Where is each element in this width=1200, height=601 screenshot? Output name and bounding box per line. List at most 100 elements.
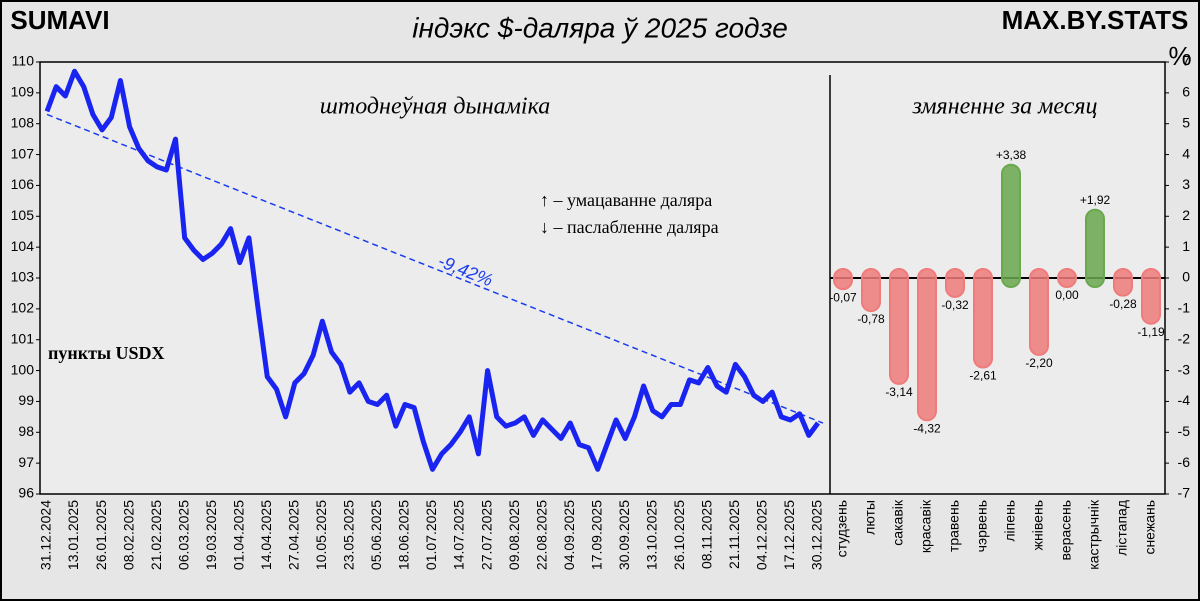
y-tick-label: 97 — [18, 454, 34, 470]
x-tick-label: ліпень — [1002, 500, 1018, 542]
x-tick-label: верасень — [1058, 500, 1074, 560]
y-tick-label: 96 — [18, 485, 34, 501]
logo-right: MAX.BY.STATS — [1002, 5, 1189, 35]
value-label: -0,78 — [857, 312, 885, 326]
bar — [889, 268, 909, 385]
x-tick-label: 14.07.2025 — [451, 500, 467, 570]
x-tick-label: лістапад — [1114, 500, 1130, 556]
y-axis-label: % — [1168, 41, 1191, 71]
x-tick-label: люты — [862, 500, 878, 535]
x-tick-label: 01.04.2025 — [230, 500, 246, 570]
x-tick-label: 21.02.2025 — [148, 500, 164, 570]
x-tick-label: 31.12.2024 — [38, 500, 54, 570]
x-tick-label: 05.06.2025 — [368, 500, 384, 570]
page-title: індэкс $-даляра ў 2025 годзе — [412, 12, 788, 43]
x-tick-label: 30.12.2025 — [809, 500, 825, 570]
y-axis-label: пункты USDX — [48, 343, 165, 363]
value-label: +3,38 — [996, 148, 1027, 162]
x-tick-label: 19.03.2025 — [203, 500, 219, 570]
y-tick-label: -4 — [1178, 392, 1191, 408]
y-tick-label: -3 — [1178, 361, 1191, 377]
value-label: -4,32 — [913, 421, 941, 435]
x-tick-label: 09.08.2025 — [506, 500, 522, 570]
x-tick-label: чэрвень — [974, 500, 990, 552]
y-tick-label: 108 — [11, 114, 35, 130]
value-label: -2,20 — [1025, 356, 1053, 370]
x-tick-label: 23.05.2025 — [341, 500, 357, 570]
x-tick-label: 08.11.2025 — [699, 500, 715, 569]
y-tick-label: 5 — [1182, 114, 1190, 130]
y-tick-label: -7 — [1178, 485, 1191, 501]
annotation: ↑ – умацаванне даляра — [540, 190, 712, 210]
y-tick-label: -2 — [1178, 330, 1191, 346]
value-label: 0,00 — [1055, 288, 1079, 302]
value-label: -0,07 — [829, 290, 857, 304]
y-tick-label: 99 — [18, 392, 34, 408]
x-tick-label: 14.04.2025 — [258, 500, 274, 570]
bar — [1113, 268, 1133, 297]
y-tick-label: 1 — [1182, 238, 1190, 254]
bar — [833, 268, 853, 291]
x-tick-label: 21.11.2025 — [726, 500, 742, 569]
y-tick-label: -6 — [1178, 454, 1191, 470]
x-tick-label: 06.03.2025 — [175, 500, 191, 570]
data-line — [44, 68, 821, 472]
x-tick-label: сакавік — [890, 499, 906, 546]
y-tick-label: 0 — [1182, 269, 1190, 285]
x-tick-label: 18.06.2025 — [396, 500, 412, 570]
value-label: -0,32 — [941, 298, 969, 312]
x-tick-label: жнівень — [1030, 500, 1046, 550]
y-tick-label: 101 — [11, 330, 35, 346]
x-tick-label: 30.09.2025 — [616, 500, 632, 570]
y-tick-label: 3 — [1182, 176, 1190, 192]
x-tick-label: 04.12.2025 — [754, 500, 770, 570]
bar — [1057, 268, 1077, 288]
annotation: ↓ – паслабленне даляра — [540, 217, 719, 237]
logo-left: SUMAVI — [10, 5, 109, 35]
y-tick-label: -1 — [1178, 300, 1191, 316]
bar — [973, 268, 993, 369]
x-tick-label: 01.07.2025 — [423, 500, 439, 570]
y-tick-label: 4 — [1182, 145, 1190, 161]
y-tick-label: 2 — [1182, 207, 1190, 223]
y-tick-label: 7 — [1182, 53, 1190, 69]
y-tick-label: -5 — [1178, 423, 1191, 439]
value-label: -1,19 — [1137, 325, 1165, 339]
value-label: -0,28 — [1109, 297, 1137, 311]
y-tick-label: 110 — [12, 53, 35, 69]
bar — [1029, 268, 1049, 356]
y-tick-label: 104 — [11, 238, 35, 254]
y-tick-label: 105 — [11, 207, 35, 223]
value-label: -3,14 — [885, 385, 913, 399]
x-tick-label: красавік — [918, 499, 934, 553]
x-tick-label: 27.04.2025 — [286, 500, 302, 570]
y-tick-label: 107 — [11, 145, 35, 161]
x-tick-label: 13.10.2025 — [643, 500, 659, 570]
y-tick-label: 102 — [11, 300, 35, 316]
bar-title: змяненне за месяц — [911, 94, 1097, 120]
y-tick-label: 100 — [11, 361, 35, 377]
x-tick-label: 04.09.2025 — [561, 500, 577, 570]
x-tick-label: 17.12.2025 — [781, 500, 797, 570]
bar — [945, 268, 965, 298]
y-tick-label: 6 — [1182, 84, 1190, 100]
bar — [1001, 163, 1021, 288]
x-tick-label: студзень — [834, 500, 850, 557]
value-label: +1,92 — [1080, 193, 1111, 207]
y-tick-label: 98 — [18, 423, 34, 439]
x-tick-label: 13.01.2025 — [65, 500, 81, 570]
bar — [861, 268, 881, 313]
x-tick-label: 08.02.2025 — [120, 500, 136, 570]
value-label: -2,61 — [969, 369, 997, 383]
x-tick-label: 22.08.2025 — [533, 500, 549, 570]
trend-line — [46, 113, 824, 424]
y-tick-label: 103 — [11, 269, 35, 285]
line-title: штоднеўная дынаміка — [320, 94, 550, 120]
x-tick-label: кастрычнік — [1086, 499, 1102, 570]
y-tick-label: 109 — [11, 84, 35, 100]
x-tick-label: 27.07.2025 — [478, 500, 494, 570]
bar — [1085, 208, 1105, 288]
x-tick-label: 10.05.2025 — [313, 500, 329, 570]
